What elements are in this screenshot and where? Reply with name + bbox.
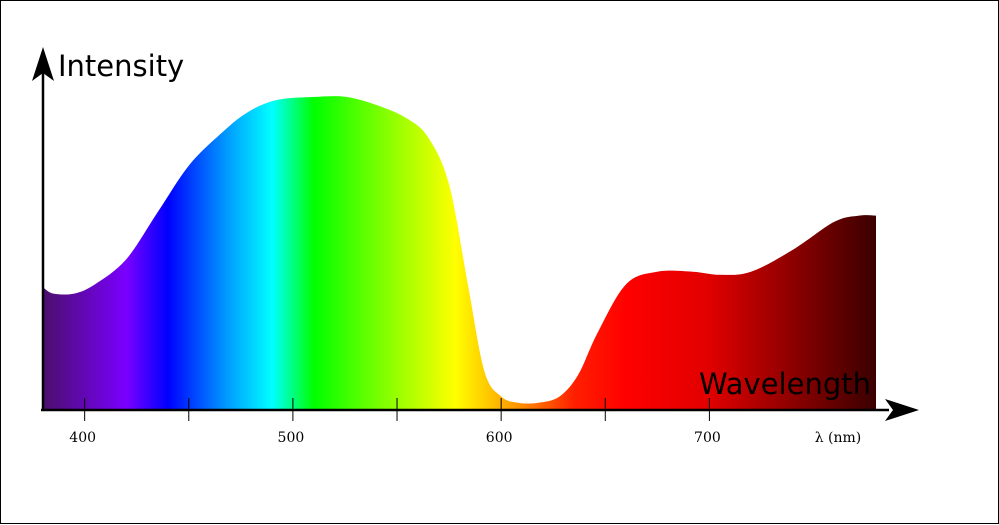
tick-label-700: 700: [694, 430, 721, 446]
unit-label: λ (nm): [815, 430, 862, 446]
spectrum-area: [43, 96, 876, 409]
tick-label-400: 400: [69, 430, 96, 446]
x-axis-label: Wavelength: [699, 367, 871, 401]
tick-label-600: 600: [486, 430, 513, 446]
tick-label-500: 500: [278, 430, 305, 446]
y-axis-label: Intensity: [58, 49, 184, 83]
tick-labels: 400 500 600 700: [69, 430, 720, 446]
x-axis-arrow: [885, 399, 919, 421]
y-axis-arrow: [32, 47, 54, 81]
